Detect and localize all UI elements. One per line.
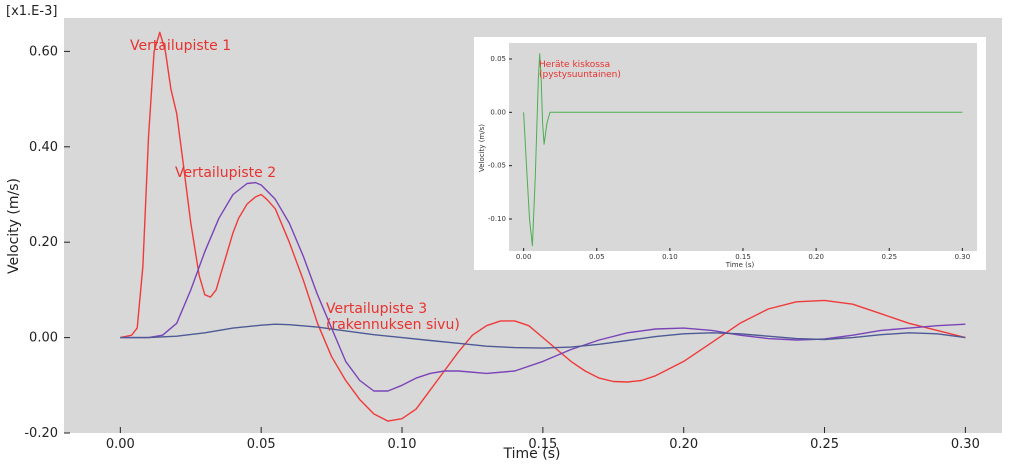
inset-y-ticks: -0.10 -0.05 0.00 0.05 [488, 55, 512, 223]
inset-series-group [523, 53, 963, 247]
y-tick-label: 0.00 [29, 331, 58, 346]
inset-y-axis-label: Velocity (m/s) [478, 124, 486, 172]
main-x-ticks: 0.00 0.05 0.10 0.15 0.20 0.25 0.30 [106, 427, 980, 452]
x-tick-label: 0.15 [735, 253, 751, 261]
x-tick-label: 0.10 [388, 437, 417, 452]
x-tick-label: 0.10 [662, 253, 678, 261]
x-tick-label: 0.05 [247, 437, 276, 452]
x-tick-label: 0.15 [528, 437, 557, 452]
annotation-vertailupiste-3: Vertailupiste 3 [326, 301, 427, 317]
inset-plot-area [509, 43, 977, 251]
y-tick-label: -0.05 [488, 162, 506, 170]
y-tick-label: 0.40 [29, 140, 58, 155]
annotation-vertailupiste-3-sub: (rakennuksen sivu) [326, 317, 460, 333]
main-y-ticks: -0.20 0.00 0.20 0.40 0.60 [24, 44, 70, 441]
x-tick-label: 0.20 [808, 253, 824, 261]
main-x-axis-label: Time (s) [503, 446, 561, 462]
series-line-2 [120, 181, 966, 392]
annotation-vertailupiste-2: Vertailupiste 2 [175, 165, 276, 181]
annotation-vertailupiste-1: Vertailupiste 1 [130, 38, 231, 54]
y-tick-label: -0.20 [24, 426, 58, 441]
x-tick-label: 0.25 [881, 253, 897, 261]
y-tick-label: -0.10 [488, 215, 506, 223]
x-tick-label: 0.00 [516, 253, 532, 261]
inset-x-axis-label: Time (s) [725, 261, 755, 269]
scale-label: [x1.E-3] [6, 4, 57, 19]
x-tick-label: 0.30 [951, 437, 980, 452]
x-tick-label: 0.20 [669, 437, 698, 452]
x-tick-label: 0.05 [589, 253, 605, 261]
x-tick-label: 0.25 [810, 437, 839, 452]
series-line-1 [523, 53, 963, 247]
inset-annotation: Heräte kiskossa [539, 60, 610, 70]
y-tick-label: 0.05 [490, 55, 506, 63]
y-tick-label: 0.20 [29, 235, 58, 250]
y-tick-label: 0.00 [490, 108, 506, 116]
main-y-axis-label: Velocity (m/s) [6, 178, 22, 274]
inset-annotation-sub: (pystysuuntainen) [539, 70, 621, 80]
series-line-3 [120, 323, 966, 349]
y-tick-label: 0.60 [29, 44, 58, 59]
main-series-group [120, 31, 966, 422]
x-tick-label: 0.30 [955, 253, 971, 261]
series-line-1 [120, 31, 966, 422]
inset-x-ticks: 0.00 0.05 0.10 0.15 0.20 0.25 0.30 [516, 248, 970, 261]
x-tick-label: 0.00 [106, 437, 135, 452]
